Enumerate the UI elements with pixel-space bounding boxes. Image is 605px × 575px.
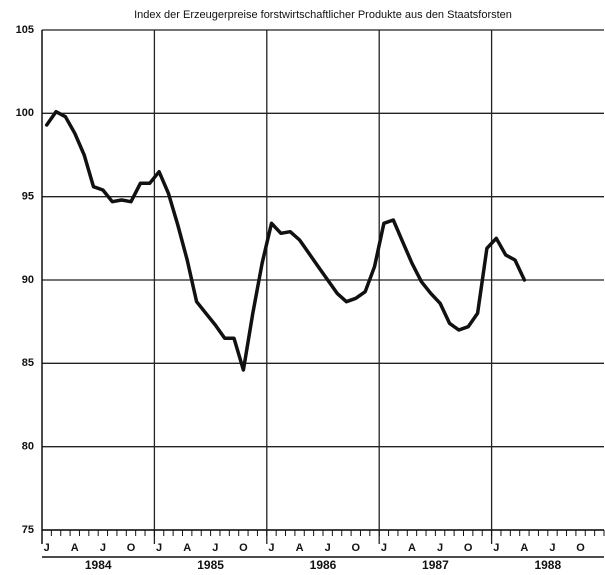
y-tick-label: 105 — [16, 24, 34, 36]
x-tick-label: J — [493, 542, 499, 554]
x-tick-label: J — [437, 542, 443, 554]
x-tick-label: O — [239, 542, 248, 554]
x-tick-label: J — [44, 542, 50, 554]
x-tick-label: O — [127, 542, 136, 554]
year-label: 1985 — [197, 558, 224, 572]
x-tick-label: J — [212, 542, 218, 554]
x-tick-label: A — [183, 542, 191, 554]
y-tick-label: 90 — [22, 274, 34, 286]
x-tick-label: J — [268, 542, 274, 554]
x-tick-label: O — [576, 542, 585, 554]
x-tick-label: A — [296, 542, 304, 554]
y-tick-label: 80 — [22, 441, 34, 453]
x-tick-label: O — [464, 542, 473, 554]
x-tick-label: J — [381, 542, 387, 554]
year-label: 1988 — [534, 558, 561, 572]
data-line — [44, 109, 527, 372]
x-tick-label: A — [408, 542, 416, 554]
y-tick-label: 85 — [22, 357, 34, 369]
year-label: 1987 — [422, 558, 449, 572]
x-tick-label: A — [71, 542, 79, 554]
x-tick-label: J — [549, 542, 555, 554]
x-tick-label: J — [100, 542, 106, 554]
y-tick-label: 75 — [22, 524, 34, 536]
x-tick-label: O — [352, 542, 361, 554]
x-tick-label: J — [325, 542, 331, 554]
x-tick-label: J — [156, 542, 162, 554]
y-tick-label: 95 — [22, 191, 34, 203]
chart-title: Index der Erzeugerpreise forstwirtschaft… — [134, 9, 512, 21]
y-tick-label: 100 — [16, 107, 34, 119]
x-tick-label: A — [520, 542, 528, 554]
year-label: 1986 — [310, 558, 337, 572]
year-label: 1984 — [85, 558, 112, 572]
